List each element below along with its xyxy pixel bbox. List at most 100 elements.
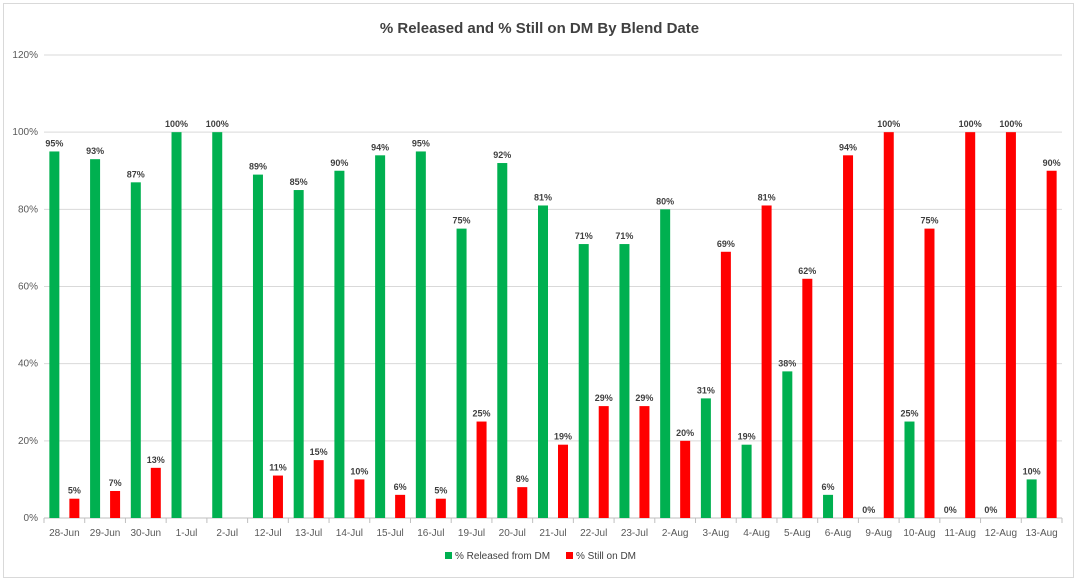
y-tick-label: 100% <box>12 127 38 138</box>
data-label: 87% <box>127 169 145 179</box>
data-label: 20% <box>676 428 694 438</box>
data-label: 100% <box>877 119 900 129</box>
bar-still-on-dm <box>883 132 894 518</box>
x-tick-label: 1-Jul <box>176 528 198 539</box>
data-label: 13% <box>147 455 165 465</box>
data-label: 94% <box>839 142 857 152</box>
x-tick-label: 20-Jul <box>499 528 526 539</box>
x-tick-label: 4-Aug <box>743 528 770 539</box>
y-axis-ticks: 0% 20% 40% 60% 80% 100% 120% <box>12 50 38 524</box>
data-label: 19% <box>738 432 756 442</box>
data-label: 5% <box>434 486 447 496</box>
bar-still-on-dm <box>435 498 446 518</box>
data-label: 81% <box>534 192 552 202</box>
x-tick-label: 13-Jul <box>295 528 322 539</box>
data-label: 95% <box>412 138 430 148</box>
x-tick-label: 29-Jun <box>90 528 121 539</box>
data-label: 29% <box>635 393 653 403</box>
legend-label-still-on-dm: % Still on DM <box>576 551 636 562</box>
bar-released <box>456 228 467 518</box>
data-label: 11% <box>269 463 287 473</box>
data-label: 75% <box>453 216 471 226</box>
y-tick-label: 120% <box>12 50 38 61</box>
x-tick-label: 21-Jul <box>539 528 566 539</box>
data-label: 25% <box>473 409 491 419</box>
legend-label-released: % Released from DM <box>455 551 550 562</box>
data-label: 10% <box>1023 466 1041 476</box>
x-tick-label: 14-Jul <box>336 528 363 539</box>
data-label: 62% <box>798 266 816 276</box>
x-tick-label: 5-Aug <box>784 528 811 539</box>
y-tick-label: 40% <box>18 359 38 370</box>
x-axis-ticks: 28-Jun 29-Jun 30-Jun 1-Jul 2-Jul 12-Jul 13-Jul… <box>43 518 1063 539</box>
data-label: 92% <box>493 150 511 160</box>
bar-still-on-dm <box>965 132 976 518</box>
x-tick-label: 11-Aug <box>944 528 976 539</box>
x-tick-label: 16-Jul <box>417 528 444 539</box>
bar-released <box>415 151 426 519</box>
bar-released <box>619 244 630 518</box>
bar-still-on-dm <box>639 406 650 518</box>
bar-released <box>538 205 548 518</box>
bar-released <box>252 174 263 518</box>
bar-released <box>49 151 60 519</box>
data-label: 75% <box>920 216 938 226</box>
data-label: 6% <box>394 482 407 492</box>
data-label: 6% <box>822 482 835 492</box>
data-label: 38% <box>778 358 796 368</box>
bar-released <box>782 371 793 518</box>
data-label: 94% <box>371 142 389 152</box>
x-tick-label: 15-Jul <box>376 528 403 539</box>
legend-swatch-still-on-dm <box>566 552 573 559</box>
bar-still-on-dm <box>517 487 528 518</box>
data-label: 80% <box>656 196 674 206</box>
bar-still-on-dm <box>313 460 324 518</box>
x-tick-label: 2-Jul <box>216 528 238 539</box>
x-tick-label: 13-Aug <box>1026 528 1058 539</box>
bar-released <box>334 170 345 518</box>
bar-released <box>130 182 141 518</box>
legend: % Released from DM % Still on DM <box>445 551 636 562</box>
x-tick-label: 28-Jun <box>49 528 80 539</box>
x-tick-label: 6-Aug <box>825 528 852 539</box>
data-label: 95% <box>45 138 63 148</box>
data-label: 8% <box>516 474 529 484</box>
bar-released <box>741 444 752 518</box>
data-label: 90% <box>330 158 348 168</box>
x-tick-label: 12-Aug <box>985 528 1017 539</box>
data-label: 0% <box>984 505 997 515</box>
data-label: 15% <box>310 447 328 457</box>
bar-still-on-dm <box>598 406 609 518</box>
x-tick-label: 3-Aug <box>703 528 730 539</box>
bar-still-on-dm <box>1005 132 1016 518</box>
data-label: 85% <box>290 177 308 187</box>
bar-released <box>90 159 101 519</box>
bar-still-on-dm <box>843 155 854 519</box>
chart-title: % Released and % Still on DM By Blend Da… <box>379 20 700 37</box>
data-label: 89% <box>249 162 267 172</box>
y-tick-label: 0% <box>24 513 39 524</box>
x-tick-label: 19-Jul <box>458 528 485 539</box>
x-tick-label: 2-Aug <box>662 528 689 539</box>
bar-still-on-dm <box>110 490 121 518</box>
data-label: 19% <box>554 432 572 442</box>
data-label: 93% <box>86 146 104 156</box>
bar-still-on-dm <box>395 494 406 518</box>
data-label: 100% <box>959 119 982 129</box>
bar-released <box>904 421 915 518</box>
x-tick-label: 23-Jul <box>621 528 648 539</box>
data-labels: 95% 5% 93% 7% 87% 13% 100% 100% 89% 11% 85% 15% 90% 1… <box>45 119 1060 515</box>
bar-still-on-dm <box>1046 170 1057 518</box>
bar-released <box>823 494 834 518</box>
bar-released <box>578 244 589 518</box>
bar-released <box>497 163 508 519</box>
data-label: 25% <box>900 409 918 419</box>
y-tick-label: 60% <box>18 282 38 293</box>
bar-still-on-dm <box>272 475 283 518</box>
bar-still-on-dm <box>558 444 568 518</box>
bar-still-on-dm <box>354 479 365 518</box>
bar-still-on-dm <box>802 278 813 518</box>
bar-still-on-dm <box>150 467 161 518</box>
data-label: 10% <box>350 466 368 476</box>
data-label: 90% <box>1043 158 1061 168</box>
